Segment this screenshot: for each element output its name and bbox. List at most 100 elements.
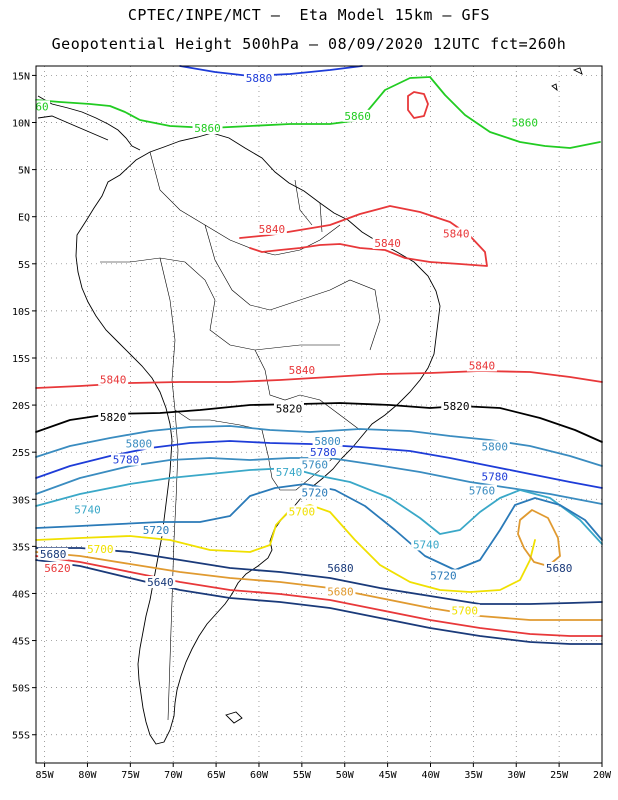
contour-labels: 5880 5860 5860 5860 60 5840 5840 5840 5840 5840 58… bbox=[34, 72, 575, 617]
lon-tick-label: 25W bbox=[550, 770, 569, 781]
contour-label-bg bbox=[479, 470, 510, 483]
contour-label-bg bbox=[192, 122, 223, 135]
contour-line bbox=[35, 425, 603, 467]
contour-line bbox=[35, 547, 603, 605]
contour-label: 5820 bbox=[443, 400, 470, 413]
contour-label: 5680 bbox=[546, 562, 573, 575]
contour-label: 5780 bbox=[482, 471, 509, 484]
contour-label-bg bbox=[273, 402, 304, 415]
contour-label-bg bbox=[449, 604, 480, 617]
lat-tick-label: 5S bbox=[18, 260, 30, 271]
contour-line bbox=[35, 467, 603, 545]
contour-label-bg bbox=[286, 364, 317, 377]
lon-tick-label: 75W bbox=[121, 770, 140, 781]
contour-label: 5860 bbox=[194, 122, 221, 135]
contour-label-bg bbox=[441, 399, 472, 412]
lon-tick-label: 35W bbox=[464, 770, 483, 781]
contour-line bbox=[517, 509, 561, 567]
lon-tick-label: 65W bbox=[207, 770, 226, 781]
contour-label-bg bbox=[308, 446, 339, 459]
contour-label: 5740 bbox=[413, 538, 440, 551]
contour-label: 5700 bbox=[452, 604, 479, 617]
contour-label: 5800 bbox=[314, 435, 341, 448]
contour-label: 5720 bbox=[430, 569, 457, 582]
lat-tick-label: 10N bbox=[12, 119, 30, 130]
lat-tick-label: 15S bbox=[12, 354, 30, 365]
lat-tick-label: 20S bbox=[12, 401, 30, 412]
lat-tick-label: 40S bbox=[12, 589, 30, 600]
contour-label-bg bbox=[256, 222, 287, 235]
contour-label: 5780 bbox=[310, 446, 337, 459]
lat-tick-label: 25S bbox=[12, 448, 30, 459]
contour-label-bg bbox=[85, 543, 116, 556]
contour-line bbox=[35, 555, 603, 637]
contour-line bbox=[35, 76, 601, 149]
contour-label-bg bbox=[372, 236, 403, 249]
contour-label-bg bbox=[441, 227, 472, 240]
contour-label: 5680 bbox=[40, 548, 67, 561]
contour-label-bg bbox=[479, 440, 510, 453]
contour-label-bg bbox=[544, 561, 575, 574]
contour-label-bg bbox=[141, 524, 172, 537]
contour-label: 5640 bbox=[147, 576, 174, 589]
contour-label: 5840 bbox=[469, 359, 496, 372]
contour-label: 60 bbox=[35, 100, 48, 113]
contour-label: 5840 bbox=[443, 228, 470, 241]
chart-title-line-2: Geopotential Height 500hPa – 08/09/2020 … bbox=[51, 35, 567, 53]
lon-tick-label: 40W bbox=[421, 770, 440, 781]
contour-label: 5820 bbox=[100, 411, 127, 424]
island-1 bbox=[572, 67, 583, 75]
contour-label-bg bbox=[286, 505, 317, 518]
contour-label: 5780 bbox=[113, 454, 140, 467]
contour-label-bg bbox=[98, 373, 129, 386]
contour-label-bg bbox=[342, 109, 373, 122]
contour-label-bg bbox=[466, 359, 497, 372]
falkland-islands bbox=[225, 711, 243, 724]
lat-tick-label: 30S bbox=[12, 495, 30, 506]
contour-label-bg bbox=[72, 503, 103, 516]
geopotential-contours bbox=[35, 65, 603, 645]
contour-label: 5820 bbox=[276, 403, 303, 416]
contour-line bbox=[35, 483, 603, 571]
lat-tick-label: 5N bbox=[18, 166, 30, 177]
chart-title-line-1: CPTEC/INPE/MCT – Eta Model 15km – GFS bbox=[127, 6, 491, 24]
contour-label: 5840 bbox=[100, 374, 127, 387]
contour-label-bg bbox=[325, 561, 356, 574]
contour-label-bg bbox=[123, 437, 154, 450]
contour-label-bg bbox=[111, 453, 142, 466]
lat-tick-label: 50S bbox=[12, 684, 30, 695]
contour-label-bg bbox=[145, 576, 176, 589]
contour-label: 5840 bbox=[374, 237, 401, 250]
contour-label-bg bbox=[299, 458, 330, 471]
contour-label: 5680 bbox=[327, 585, 354, 598]
contour-line bbox=[35, 370, 603, 389]
lat-tick-label: 35S bbox=[12, 542, 30, 553]
lat-tick-label: 55S bbox=[12, 731, 30, 742]
contour-label-bg bbox=[466, 484, 497, 497]
lon-tick-label: 70W bbox=[164, 770, 183, 781]
contour-label: 5860 bbox=[512, 116, 539, 129]
contour-label: 5720 bbox=[143, 524, 170, 537]
caribbean-coast bbox=[37, 115, 109, 141]
contour-label: 5840 bbox=[259, 223, 286, 236]
lon-tick-label: 50W bbox=[336, 770, 355, 781]
south-america-coastline bbox=[75, 132, 441, 745]
contour-label-bg bbox=[273, 465, 304, 478]
contour-label: 5860 bbox=[344, 110, 371, 123]
lon-tick-label: 30W bbox=[507, 770, 526, 781]
latitude-labels: 15N 10N 5N EQ 5S 10S 15S 20S 25S 30S 35S 40S 45S 50S 5… bbox=[12, 71, 36, 742]
contour-label-bg bbox=[34, 100, 51, 113]
contour-label: 5840 bbox=[289, 364, 316, 377]
contour-label-bg bbox=[98, 411, 129, 424]
contour-line bbox=[239, 205, 488, 267]
contour-label: 5700 bbox=[87, 543, 114, 556]
lon-tick-label: 55W bbox=[293, 770, 312, 781]
contour-line bbox=[35, 504, 536, 593]
contour-line bbox=[35, 559, 603, 645]
lat-tick-label: EQ bbox=[18, 213, 30, 224]
contour-line bbox=[35, 440, 603, 489]
central-america-coastline bbox=[37, 95, 141, 151]
contour-line bbox=[407, 91, 429, 119]
lon-tick-label: 85W bbox=[36, 770, 55, 781]
